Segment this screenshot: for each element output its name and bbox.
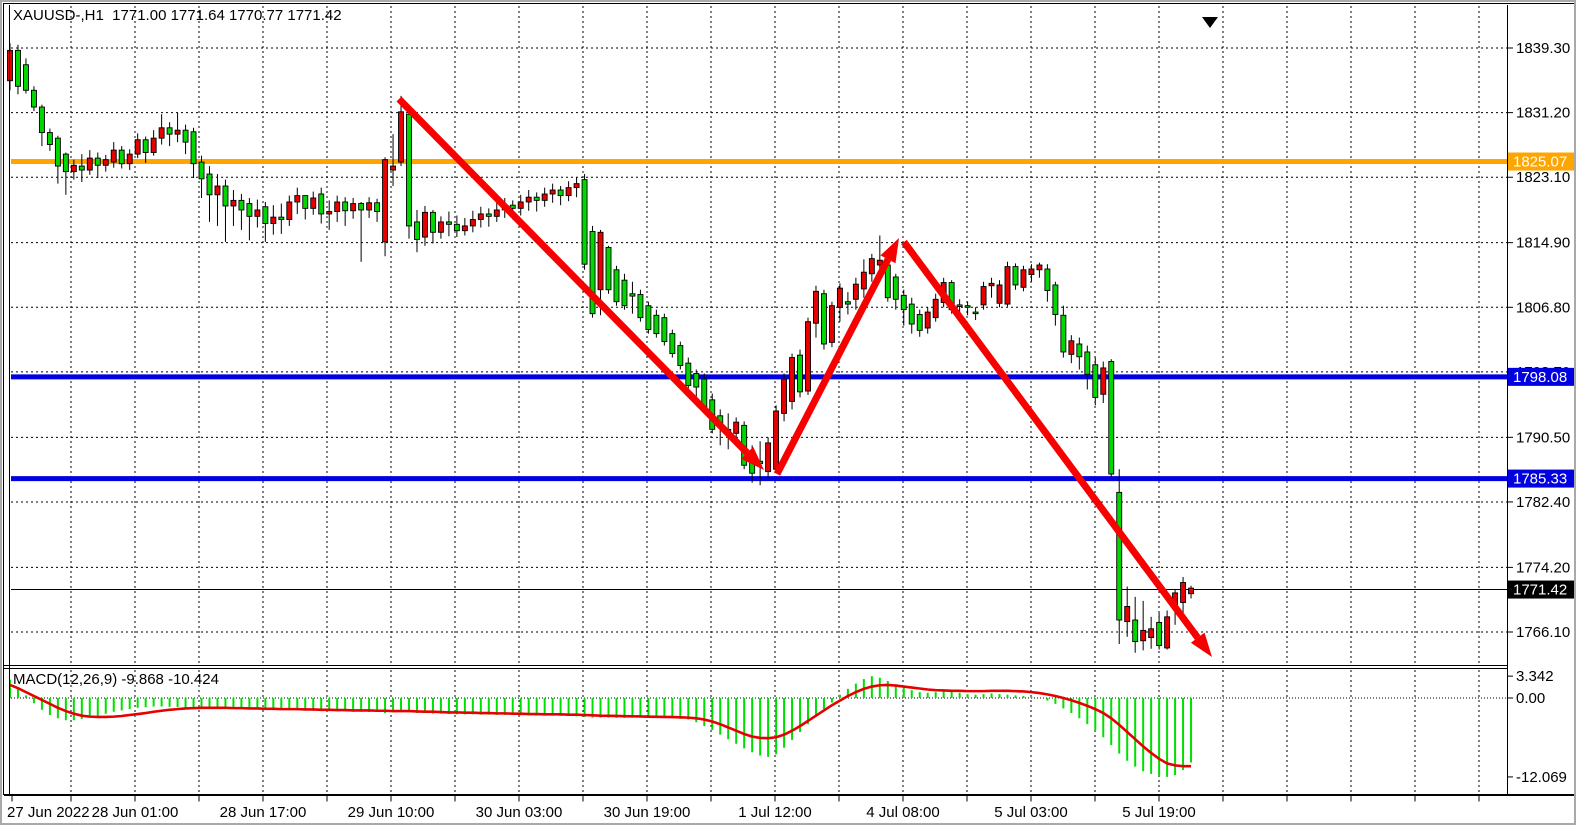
trend-arrow-2[interactable] — [773, 257, 892, 476]
time-tick-label: 27 Jun 2022 — [7, 804, 90, 821]
trend-arrow-head-3 — [1190, 632, 1212, 657]
trend-arrow-3[interactable] — [901, 239, 1201, 640]
price-badge-1798.08 — [1508, 367, 1574, 386]
price-badge-1785.33 — [1508, 469, 1574, 488]
price-axis: 1839.30 1831.20 1823.10 1814.90 1806.80 1798.… — [1507, 40, 1574, 786]
price-tick-label: 1782.40 — [1516, 494, 1570, 511]
trend-arrow-1[interactable] — [396, 96, 750, 456]
price-tick-label: 1766.10 — [1516, 624, 1570, 641]
price-badge-text: 1771.42 — [1513, 582, 1567, 599]
down-triangle-marker[interactable] — [1202, 17, 1218, 28]
price-tick-label: 1814.90 — [1516, 235, 1570, 252]
price-tick-label: 1831.20 — [1516, 105, 1570, 122]
trend-arrow-head-1 — [741, 446, 764, 470]
level-lines — [11, 159, 1507, 591]
macd-tick-label: 3.342 — [1516, 668, 1554, 685]
frame-lines — [3, 3, 1574, 796]
time-tick-label: 28 Jun 17:00 — [220, 804, 307, 821]
price-badge-1771.42 — [1508, 580, 1574, 599]
price-tick-label: 1790.50 — [1516, 429, 1570, 446]
macd-signal-line — [9, 683, 1192, 768]
time-axis: 27 Jun 2022 28 Jun 01:00 28 Jun 17:00 29 Ju… — [7, 795, 1480, 821]
trend-arrows — [396, 96, 1212, 657]
price-tick-label: 1806.80 — [1516, 299, 1570, 316]
macd-panel — [9, 676, 1507, 777]
time-tick-label: 4 Jul 08:00 — [866, 804, 939, 821]
price-badge-text: 1798.08 — [1513, 369, 1567, 386]
price-badge-1825.07 — [1508, 152, 1574, 171]
time-tick-label: 1 Jul 12:00 — [738, 804, 811, 821]
price-tick-label: 1839.30 — [1516, 40, 1570, 57]
macd-tick-label: 0.00 — [1516, 690, 1545, 707]
time-tick-label: 30 Jun 19:00 — [604, 804, 691, 821]
price-tick-label: 1774.20 — [1516, 559, 1570, 576]
price-badge-text: 1785.33 — [1513, 471, 1567, 488]
trend-arrow-head-2 — [880, 238, 899, 264]
price-badge-text: 1825.07 — [1513, 153, 1567, 170]
price-tick-label: 1823.10 — [1516, 169, 1570, 186]
macd-tick-label: -12.069 — [1516, 769, 1567, 786]
time-tick-label: 5 Jul 19:00 — [1122, 804, 1195, 821]
time-tick-label: 28 Jun 01:00 — [92, 804, 179, 821]
time-tick-label: 30 Jun 03:00 — [476, 804, 563, 821]
time-tick-label: 29 Jun 10:00 — [348, 804, 435, 821]
time-tick-label: 5 Jul 03:00 — [994, 804, 1067, 821]
gridlines — [11, 6, 1507, 794]
